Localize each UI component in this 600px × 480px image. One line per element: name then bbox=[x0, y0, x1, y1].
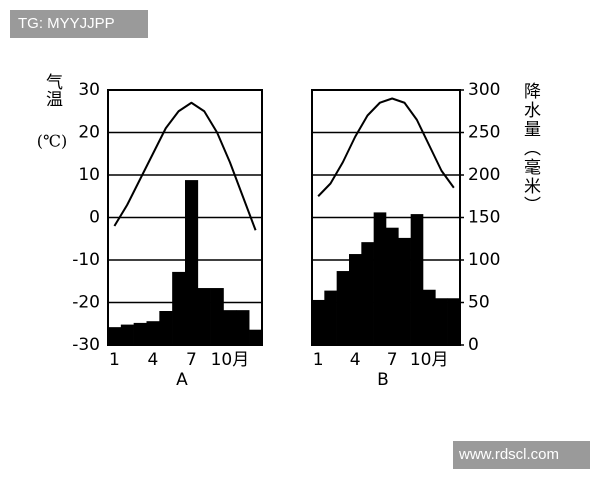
precipitation-bar bbox=[210, 288, 224, 345]
y-axis-unit: (℃) bbox=[37, 132, 67, 151]
y-tick-label: -20 bbox=[72, 293, 100, 313]
y2-tick-label: 250 bbox=[468, 123, 500, 143]
y-tick-label: 10 bbox=[78, 165, 100, 185]
x-tick-label: 4 bbox=[350, 350, 361, 370]
precipitation-bar bbox=[133, 322, 147, 345]
precipitation-bar bbox=[312, 299, 325, 345]
panel-frame bbox=[311, 89, 461, 346]
y-tick-label: 20 bbox=[78, 123, 100, 143]
temperature-line bbox=[113, 101, 257, 231]
x-tick-label: 10月 bbox=[410, 350, 449, 370]
precipitation-bar bbox=[146, 321, 160, 345]
panel-label: A bbox=[176, 370, 188, 390]
precipitation-bar bbox=[324, 290, 337, 345]
precipitation-bar bbox=[108, 327, 122, 345]
x-tick-label: 10月 bbox=[211, 350, 250, 370]
y2-tick-label: 50 bbox=[468, 293, 490, 313]
y-tick-label: -10 bbox=[72, 250, 100, 270]
precipitation-bar bbox=[336, 271, 350, 345]
panel-frame bbox=[107, 89, 263, 346]
precipitation-bar bbox=[447, 298, 461, 345]
y-tick-label: -30 bbox=[72, 335, 100, 355]
precipitation-bar bbox=[197, 288, 211, 345]
x-tick-label: 7 bbox=[186, 350, 197, 370]
precipitation-bar bbox=[159, 311, 173, 345]
precipitation-bar bbox=[361, 242, 374, 345]
x-tick-label: 1 bbox=[313, 350, 324, 370]
precipitation-bar bbox=[236, 310, 250, 345]
y2-tick-label: 300 bbox=[468, 80, 500, 100]
precipitation-bar bbox=[398, 237, 411, 345]
precipitation-bar bbox=[386, 227, 399, 345]
precipitation-bar bbox=[223, 310, 237, 345]
watermark: TG: MYYJJPP bbox=[18, 15, 115, 32]
precipitation-bar bbox=[423, 289, 436, 345]
watermark-box bbox=[453, 441, 590, 469]
temperature-line bbox=[317, 97, 455, 197]
y2-tick-label: 200 bbox=[468, 165, 500, 185]
x-tick-label: 7 bbox=[387, 350, 398, 370]
precipitation-bar bbox=[120, 324, 134, 345]
precipitation-bar bbox=[410, 214, 424, 345]
y-tick-label: 0 bbox=[89, 208, 100, 228]
precipitation-bar bbox=[435, 298, 448, 345]
y2-tick-label: 0 bbox=[468, 335, 479, 355]
y-tick-label: 30 bbox=[78, 80, 100, 100]
y-axis-label: 气温 bbox=[42, 73, 63, 107]
watermark-box bbox=[10, 10, 148, 38]
precipitation-bar bbox=[249, 329, 263, 345]
y2-tick-label: 100 bbox=[468, 250, 500, 270]
x-tick-label: 4 bbox=[148, 350, 159, 370]
precipitation-bar bbox=[349, 254, 362, 345]
x-tick-label: 1 bbox=[109, 350, 120, 370]
precipitation-bar bbox=[185, 180, 199, 345]
y2-tick-label: 150 bbox=[468, 208, 500, 228]
watermark: www.rdscl.com bbox=[458, 446, 559, 463]
panel-label: B bbox=[377, 370, 389, 390]
precipitation-bar bbox=[373, 212, 387, 345]
y2-axis-label: 降水量（毫米） bbox=[520, 82, 541, 215]
precipitation-bar bbox=[172, 271, 186, 345]
